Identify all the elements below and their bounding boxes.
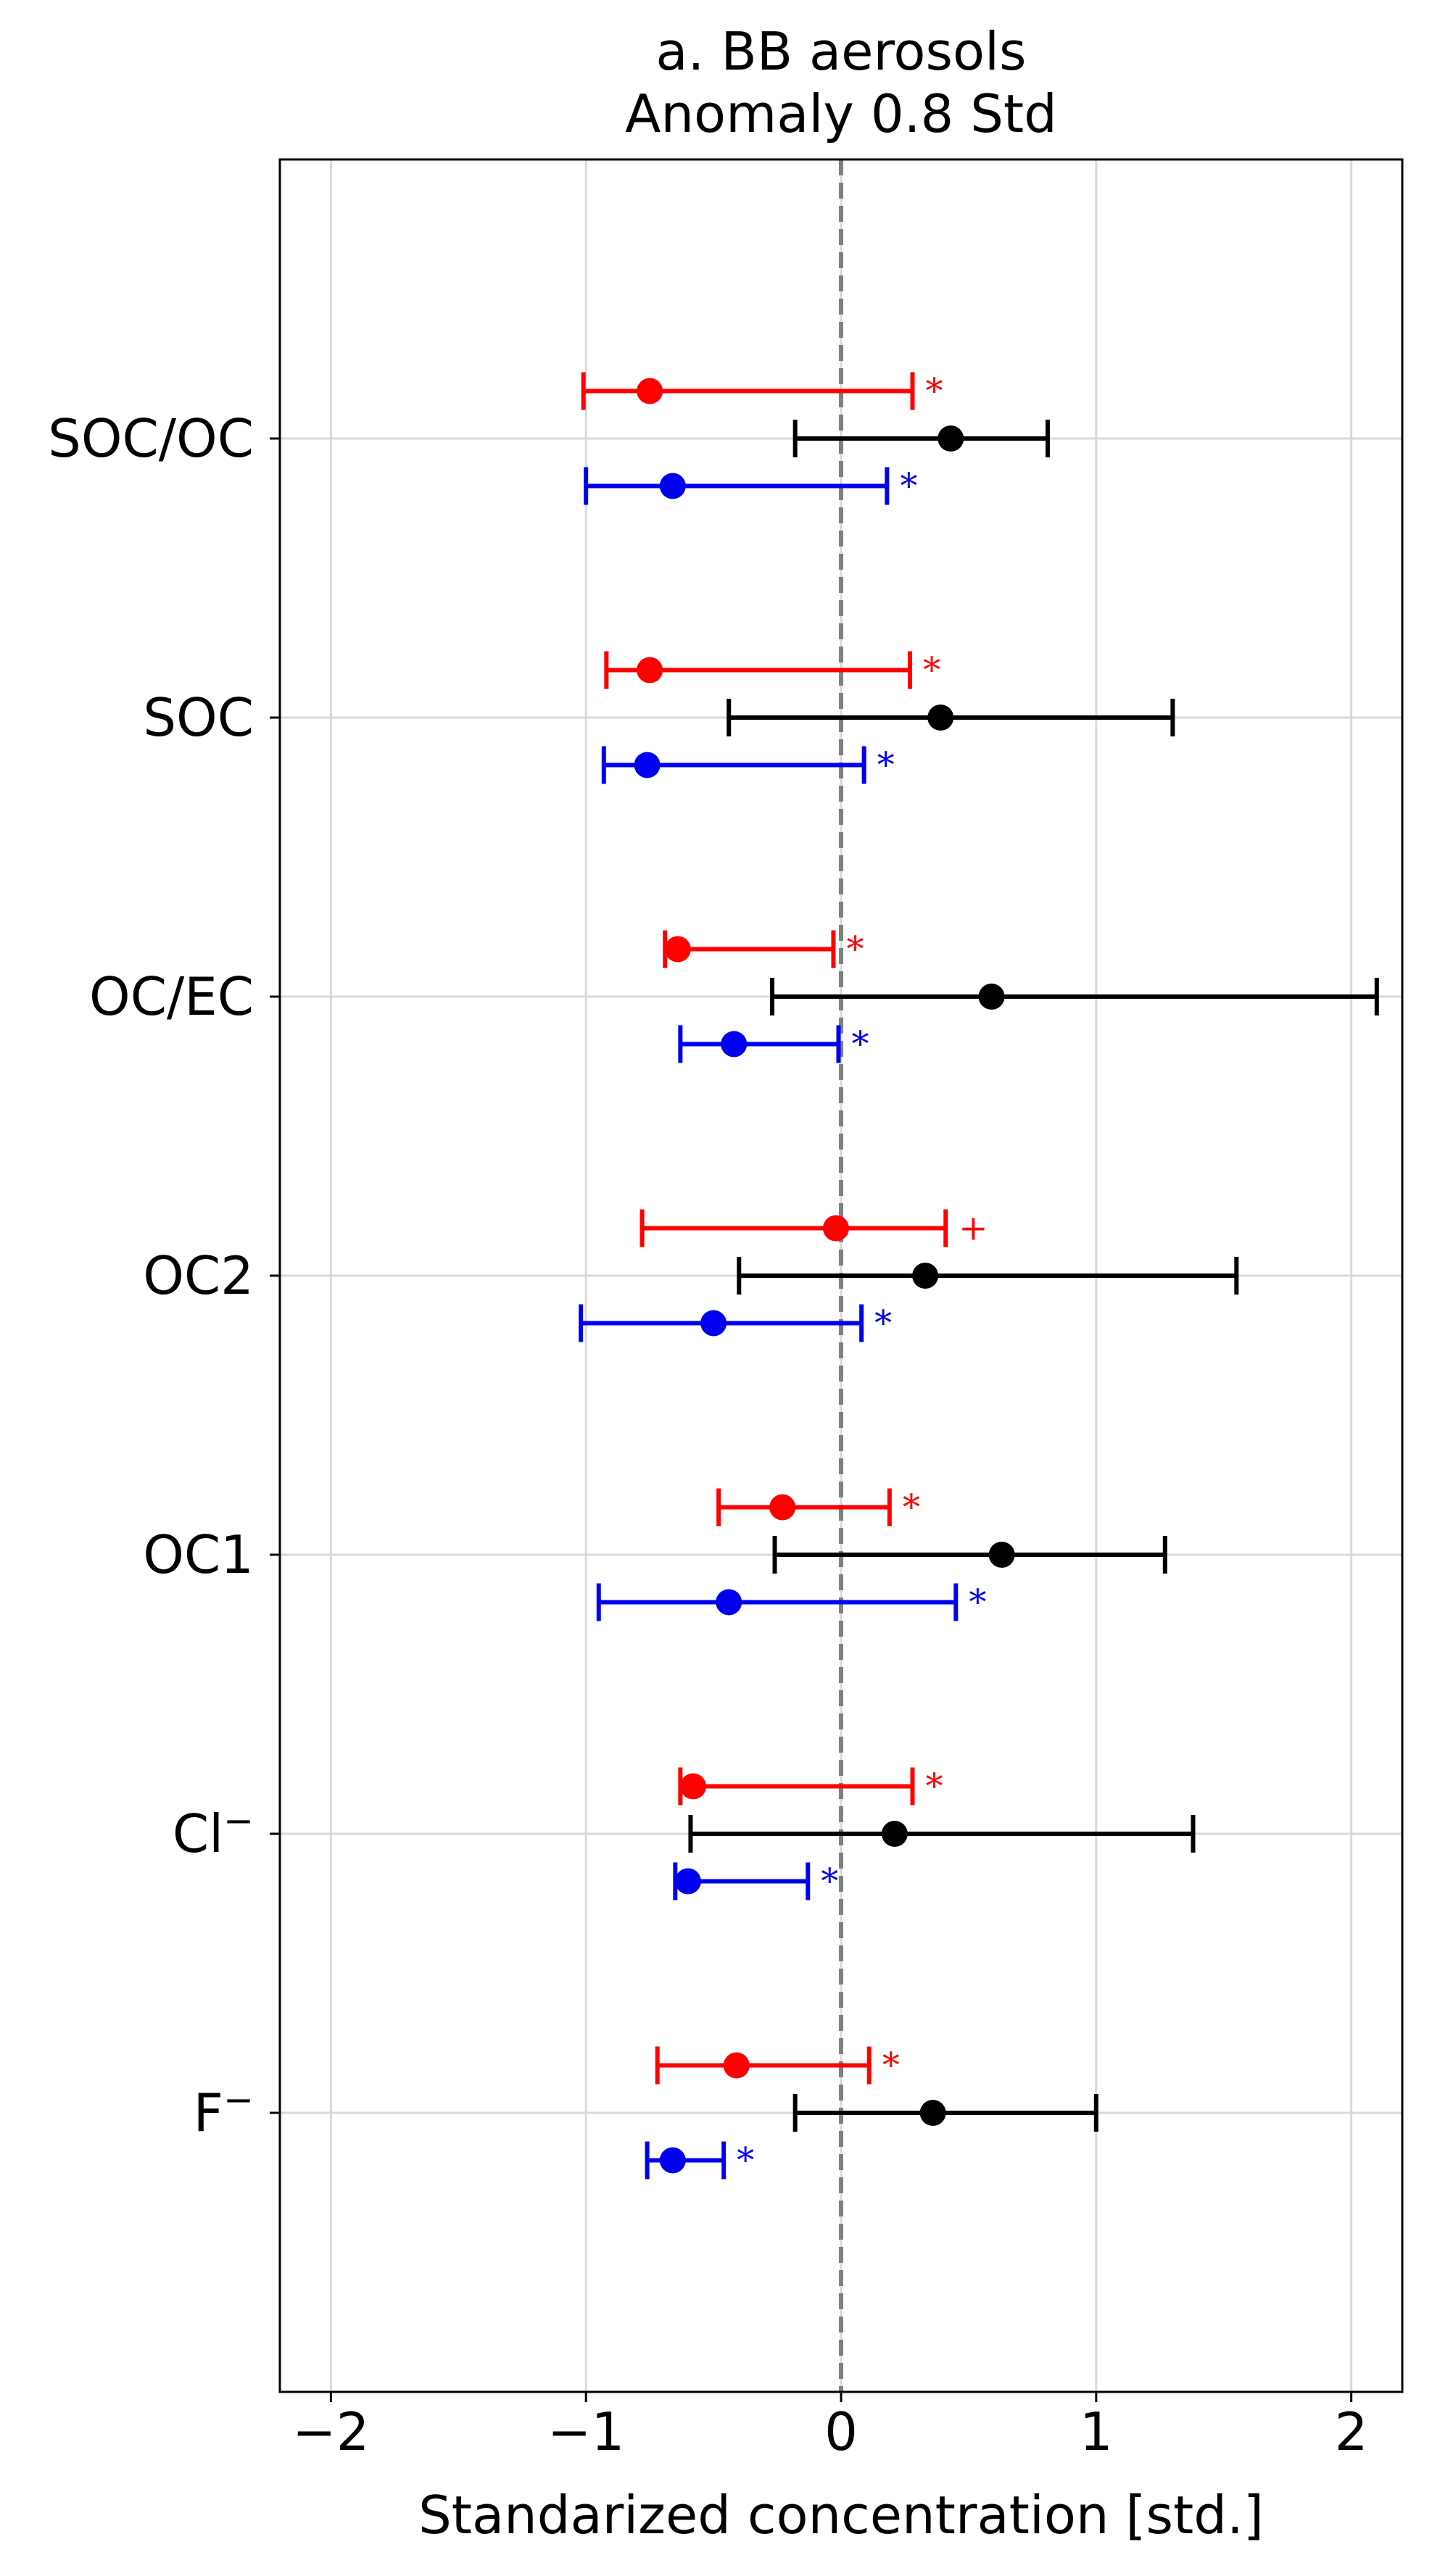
errorbar-black — [772, 1536, 1167, 1574]
errorbar-red: * — [581, 371, 943, 412]
errorbar-point — [659, 473, 686, 499]
errorbar-red: * — [678, 1766, 943, 1807]
significance-marker: * — [877, 744, 895, 785]
significance-marker: * — [882, 2045, 900, 2086]
errorbar-blue: * — [579, 1302, 892, 1343]
errorbar-red: * — [663, 929, 864, 970]
significance-marker: * — [737, 2140, 754, 2180]
y-tick-label: SOC/OC — [48, 408, 254, 469]
errorbar-point — [938, 425, 964, 452]
significance-marker: * — [874, 1302, 892, 1343]
errorbar-point — [919, 2100, 946, 2126]
errorbar-point — [664, 936, 691, 963]
significance-marker: * — [900, 465, 917, 506]
significance-marker: * — [821, 1861, 838, 1901]
errorbar-point — [659, 2147, 686, 2174]
x-tick-label: 1 — [1080, 2401, 1113, 2462]
errorbar-red: * — [716, 1487, 920, 1528]
significance-marker: + — [959, 1208, 988, 1249]
errorbar-blue: * — [601, 744, 895, 785]
errorbar-black — [688, 1815, 1196, 1853]
significance-marker: * — [926, 1766, 943, 1807]
errorbar-point — [881, 1821, 908, 1847]
y-tick-label: F− — [194, 2079, 254, 2143]
errorbar-black — [737, 1257, 1239, 1295]
errorbar-point — [634, 752, 661, 778]
significance-marker: * — [903, 1487, 920, 1528]
errorbar-blue: * — [673, 1861, 838, 1901]
x-axis-label: Standarized concentration [std.] — [418, 2485, 1264, 2546]
errorbar-black — [792, 2094, 1098, 2132]
errorbar-point — [988, 1542, 1015, 1568]
significance-marker: * — [926, 371, 943, 412]
errorbar-point — [912, 1263, 939, 1289]
errorbar-point — [978, 984, 1005, 1010]
errorbar-point — [721, 1031, 748, 1058]
errorbar-black — [770, 978, 1379, 1015]
significance-marker: * — [851, 1023, 869, 1064]
errorbar-point — [700, 1310, 727, 1337]
significance-marker: * — [846, 929, 864, 970]
y-tick-label: SOC — [143, 687, 254, 748]
y-tick-label: OC1 — [143, 1524, 254, 1585]
chart-title-line2: Anomaly 0.8 Std — [625, 83, 1057, 144]
data-marks: * * * + * * * * * * * * * * — [579, 371, 1379, 2180]
errorbar-blue: * — [596, 1582, 986, 1622]
x-tick-label: −1 — [547, 2401, 624, 2462]
significance-marker: * — [969, 1582, 986, 1622]
errorbar-point — [769, 1494, 796, 1521]
errorbar-point — [637, 378, 663, 404]
errorbar-point — [679, 1773, 706, 1800]
y-tick-label: OC/EC — [89, 966, 254, 1027]
y-axis: SOC/OC SOC OC/EC OC2 OC1 Cl− F− — [48, 408, 280, 2143]
chart-title-line1: a. BB aerosols — [655, 21, 1026, 82]
x-tick-label: 0 — [824, 2401, 858, 2462]
errorbar-black — [792, 420, 1050, 457]
x-tick-label: 2 — [1335, 2401, 1368, 2462]
errorbar-red: + — [640, 1208, 988, 1249]
errorbar-red: * — [655, 2045, 900, 2086]
x-tick-label: −2 — [292, 2401, 369, 2462]
errorbar-point — [822, 1215, 849, 1242]
errorbar-point — [927, 705, 954, 731]
errorbar-blue: * — [678, 1023, 869, 1064]
errorbar-point — [637, 657, 663, 684]
errorbar-point — [723, 2052, 750, 2079]
significance-marker: * — [923, 650, 940, 691]
errorbar-blue: * — [584, 465, 917, 506]
errorbar-blue: * — [645, 2140, 754, 2180]
y-tick-label: OC2 — [143, 1245, 254, 1306]
errorbar-point — [674, 1868, 701, 1895]
errorbar-point — [716, 1589, 742, 1616]
y-tick-label: Cl− — [173, 1800, 254, 1864]
x-axis: −2 −1 0 1 2 — [292, 2392, 1368, 2462]
errorbar-black — [727, 699, 1175, 736]
errorbar-red: * — [604, 650, 940, 691]
